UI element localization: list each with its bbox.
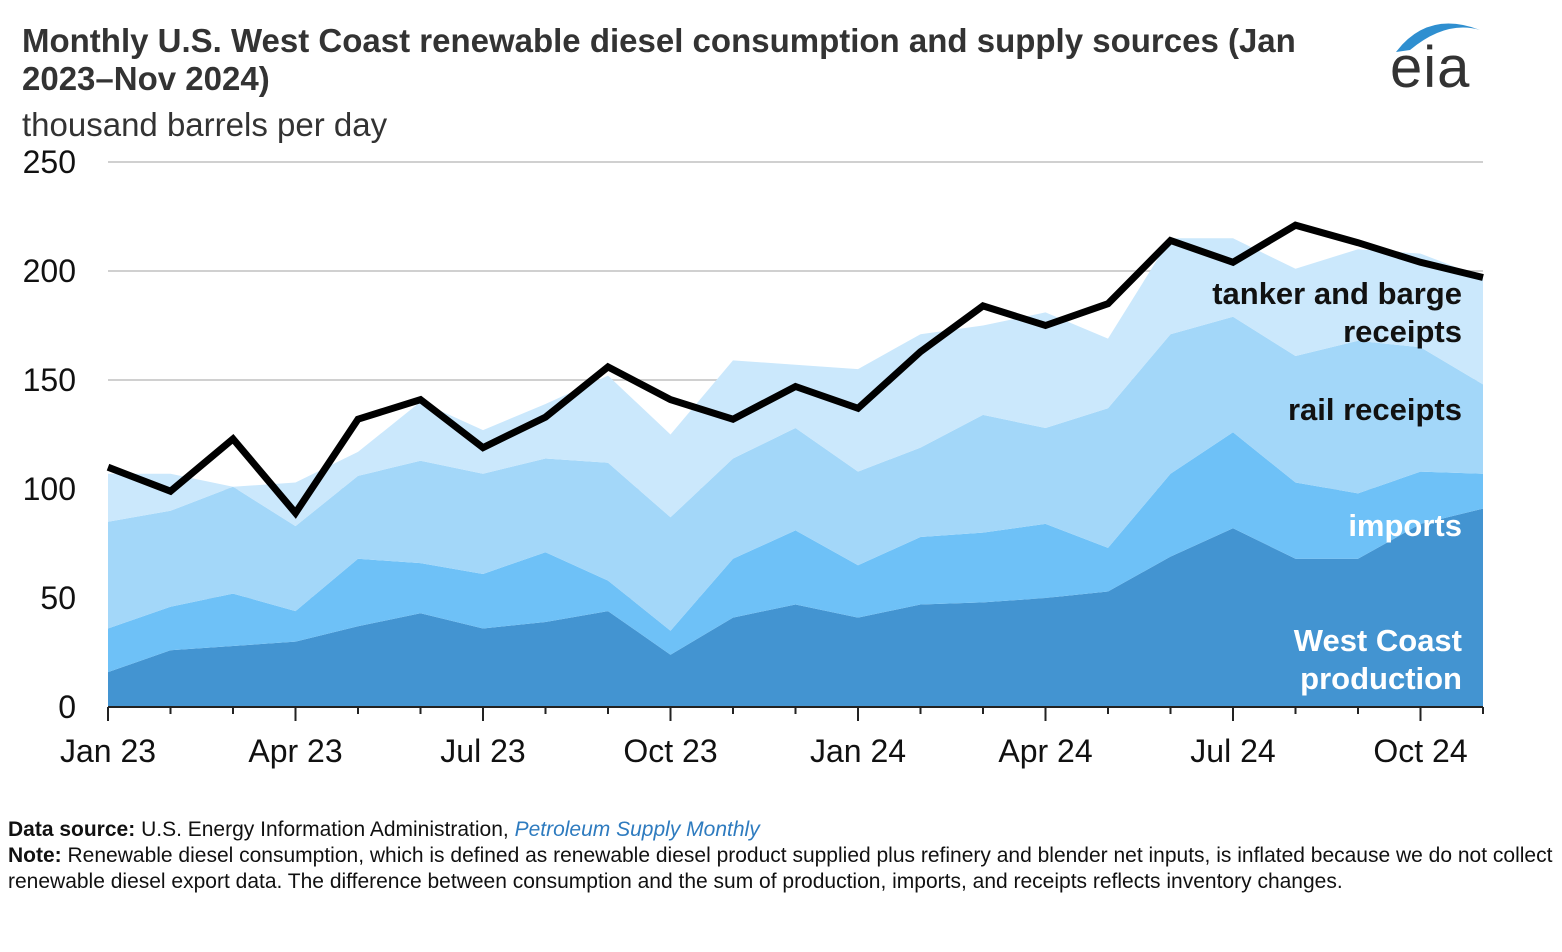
data-source: Data source: U.S. Energy Information Adm… [8, 817, 1558, 843]
eia-logo-swoosh-icon [1396, 23, 1480, 52]
eia-logo: eia [1388, 16, 1488, 100]
series-label-imports: imports [1348, 508, 1462, 543]
stacked-areas [108, 238, 1483, 707]
x-tick-label: Jan 23 [60, 733, 156, 769]
area-tanker-and-barge-receipts [108, 238, 1483, 527]
units-label: thousand barrels per day [22, 106, 388, 143]
data-source-label: Data source: [8, 818, 136, 841]
note: Note: Renewable diesel consumption, whic… [8, 843, 1558, 895]
data-source-link[interactable]: Petroleum Supply Monthly [514, 818, 760, 841]
chart-title: Monthly U.S. West Coast renewable diesel… [22, 22, 1296, 97]
x-tick-label: Apr 24 [998, 733, 1092, 769]
area-imports [108, 432, 1483, 673]
series-label-tanker-and-barge-receipts: receipts [1343, 314, 1462, 349]
y-tick-label: 150 [23, 362, 76, 398]
note-label: Note: [8, 844, 62, 867]
data-source-text: U.S. Energy Information Administration, [141, 818, 509, 841]
series-label-tanker-and-barge-receipts: tanker and barge [1212, 276, 1462, 311]
consumption-line-layer [106, 221, 1484, 519]
y-tick-label: 100 [23, 471, 76, 507]
area-rail-receipts [108, 316, 1483, 631]
y-tick-label: 50 [40, 580, 76, 616]
x-tick-label: Jan 24 [810, 733, 906, 769]
x-tick-label: Apr 23 [248, 733, 342, 769]
y-tick-label: 0 [58, 689, 76, 725]
eia-logo-text: eia [1390, 35, 1471, 100]
area-west-coast-production [108, 508, 1483, 707]
chart-area: 0 50 100 150 200 250 Jan 23 Apr 23 Jul 23 Oct 23… [23, 144, 1484, 769]
series-label-rail-receipts: rail receipts [1288, 392, 1462, 427]
x-tick-label: Oct 24 [1373, 733, 1467, 769]
x-tick-label: Jul 23 [440, 733, 525, 769]
series-label-west-coast-production: West Coast [1294, 623, 1462, 658]
y-tick-label: 250 [23, 144, 76, 180]
note-text: Renewable diesel consumption, which is d… [8, 844, 1553, 893]
x-axis: Jan 23 Apr 23 Jul 23 Oct 23 Jan 24 Apr 24 Jul … [60, 706, 1484, 769]
x-tick-label: Jul 24 [1190, 733, 1275, 769]
footer: Data source: U.S. Energy Information Adm… [8, 817, 1558, 895]
series-label-west-coast-production: production [1300, 661, 1462, 696]
x-tick-label: Oct 23 [623, 733, 717, 769]
y-tick-label: 200 [23, 253, 76, 289]
consumption-line [106, 221, 1484, 519]
